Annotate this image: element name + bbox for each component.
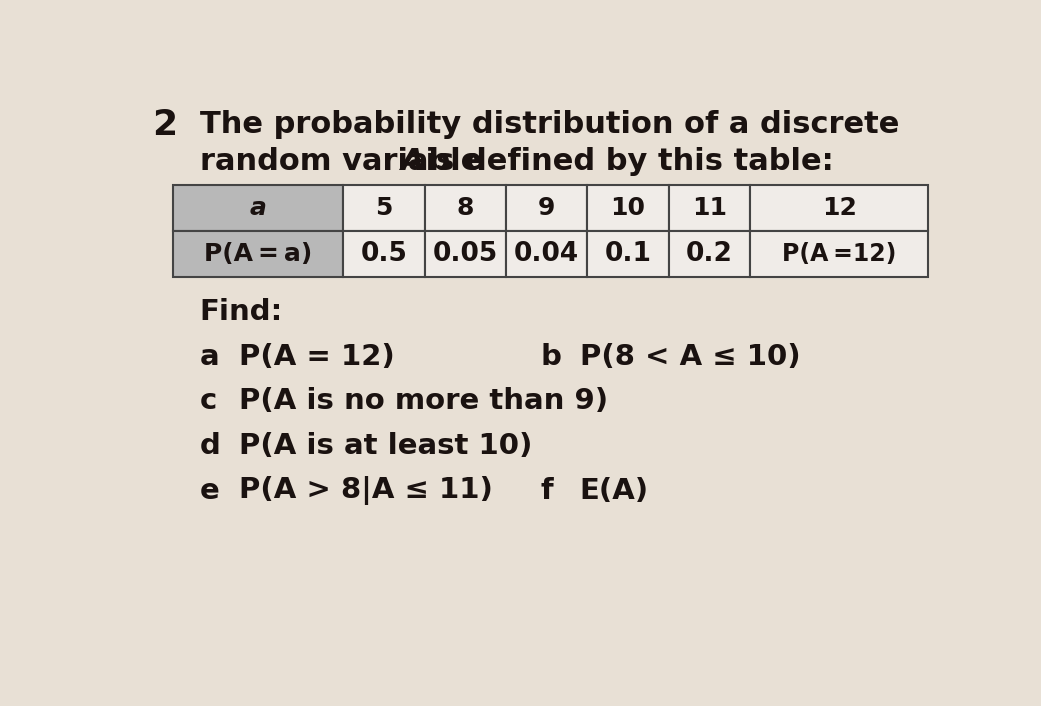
Bar xyxy=(344,185,425,231)
Text: c: c xyxy=(200,387,218,415)
Text: 0.1: 0.1 xyxy=(605,241,652,267)
Text: A: A xyxy=(402,148,425,176)
Text: P(A = 12): P(A = 12) xyxy=(238,342,395,371)
Bar xyxy=(668,231,751,277)
Text: 0.05: 0.05 xyxy=(433,241,498,267)
Text: 9: 9 xyxy=(538,196,556,220)
Text: is defined by this table:: is defined by this table: xyxy=(415,148,834,176)
Text: P(A > 8|A ≤ 11): P(A > 8|A ≤ 11) xyxy=(238,476,492,505)
Text: 8: 8 xyxy=(457,196,474,220)
Text: random variable: random variable xyxy=(200,148,492,176)
Text: P(A = a): P(A = a) xyxy=(204,242,312,266)
Text: a: a xyxy=(200,342,220,371)
Text: b: b xyxy=(541,342,562,371)
Text: E(A): E(A) xyxy=(580,477,649,505)
Text: 5: 5 xyxy=(375,196,392,220)
Text: P(8 < A ≤ 10): P(8 < A ≤ 10) xyxy=(580,342,801,371)
Text: a: a xyxy=(250,196,266,220)
Text: e: e xyxy=(200,477,220,505)
Text: P(A is at least 10): P(A is at least 10) xyxy=(238,432,532,460)
Text: 2: 2 xyxy=(152,108,177,142)
Bar xyxy=(587,185,668,231)
Text: 0.5: 0.5 xyxy=(360,241,407,267)
Bar xyxy=(668,185,751,231)
Bar xyxy=(751,185,929,231)
Bar xyxy=(506,231,587,277)
Text: P(A = 12): P(A = 12) xyxy=(782,242,896,266)
Text: 11: 11 xyxy=(692,196,727,220)
Bar xyxy=(173,231,344,277)
Text: Find:: Find: xyxy=(200,298,283,326)
Bar xyxy=(344,231,425,277)
Text: d: d xyxy=(200,432,221,460)
Text: 0.2: 0.2 xyxy=(686,241,733,267)
Bar xyxy=(425,231,506,277)
Bar xyxy=(587,231,668,277)
Text: 0.04: 0.04 xyxy=(514,241,579,267)
Text: 12: 12 xyxy=(821,196,857,220)
Bar xyxy=(751,231,929,277)
Bar xyxy=(173,185,344,231)
Text: P(A is no more than 9): P(A is no more than 9) xyxy=(238,387,608,415)
Bar xyxy=(506,185,587,231)
Bar xyxy=(425,185,506,231)
Text: f: f xyxy=(541,477,554,505)
Text: The probability distribution of a discrete: The probability distribution of a discre… xyxy=(200,110,899,139)
Text: 10: 10 xyxy=(611,196,645,220)
